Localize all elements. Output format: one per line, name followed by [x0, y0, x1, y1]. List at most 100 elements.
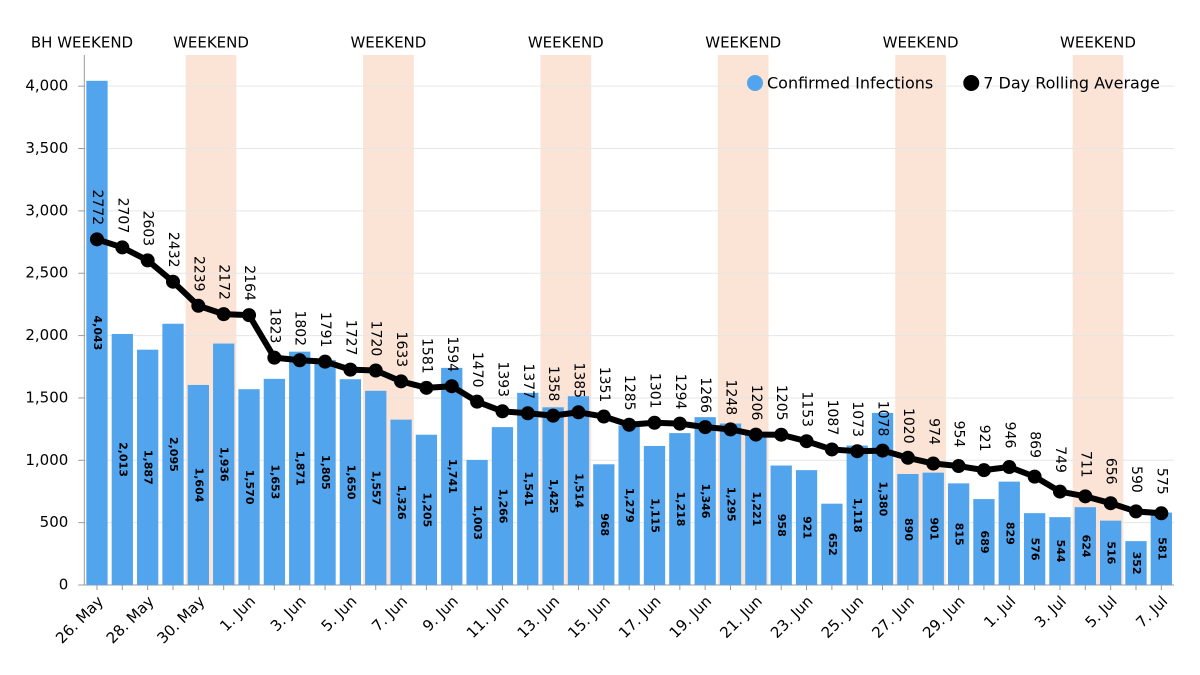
bar-value-label: 1,279 — [623, 488, 636, 523]
line-value-label: 1248 — [723, 380, 739, 416]
x-tick-label: 1. Jul — [980, 592, 1019, 631]
x-tick-label: 9. Jun — [419, 592, 462, 635]
bar — [517, 392, 539, 585]
line-value-label: 954 — [951, 421, 967, 448]
line-value-label: 1720 — [368, 321, 384, 357]
bar-value-label: 958 — [775, 514, 788, 537]
bar — [1074, 507, 1096, 585]
bar — [998, 481, 1020, 585]
bar — [314, 359, 336, 585]
y-tick-label: 3,000 — [25, 201, 68, 219]
annotation: WEEKEND — [173, 34, 249, 52]
line-value-label: 1301 — [646, 373, 662, 409]
bar-value-label: 1,653 — [268, 465, 281, 500]
y-tick-label: 500 — [40, 513, 69, 531]
annotation: WEEKEND — [705, 34, 781, 52]
bar-value-label: 2,013 — [116, 442, 129, 477]
x-tick-label: 13. Jun — [514, 592, 564, 642]
bar-value-label: 624 — [1079, 535, 1092, 558]
bar-value-label: 1,805 — [319, 455, 332, 490]
bar — [466, 459, 488, 585]
line-marker — [748, 427, 763, 442]
bar — [491, 427, 514, 585]
line-marker — [520, 406, 535, 421]
line-value-label: 2172 — [216, 264, 232, 300]
line-marker — [976, 463, 991, 478]
bar — [1049, 517, 1071, 585]
line-marker — [318, 354, 333, 369]
x-tick-label: 1. Jun — [216, 592, 259, 635]
bar-value-label: 1,003 — [471, 505, 484, 540]
x-tick-label: 17. Jun — [615, 592, 665, 642]
bar — [111, 333, 133, 585]
line-value-label: 1206 — [748, 385, 764, 421]
bar — [415, 434, 438, 585]
bar-value-label: 4,043 — [91, 316, 104, 351]
x-tick-label: 5. Jun — [318, 592, 361, 635]
bar-value-label: 1,346 — [699, 484, 712, 519]
bar — [694, 417, 716, 585]
legend-label: 7 Day Rolling Average — [983, 74, 1160, 93]
bar — [365, 390, 387, 585]
bar-value-label: 689 — [978, 531, 991, 554]
x-tick-label: 23. Jun — [767, 592, 817, 642]
bar-value-label: 1,425 — [547, 479, 560, 514]
line-value-label: 1802 — [292, 310, 308, 346]
bar-value-label: 1,541 — [522, 472, 535, 507]
line-value-label: 1087 — [824, 400, 840, 436]
bar — [745, 432, 767, 585]
bar — [770, 465, 792, 585]
line-value-label: 1385 — [570, 362, 586, 398]
line-value-label: 1351 — [596, 367, 612, 403]
bar-value-label: 544 — [1054, 540, 1067, 563]
legend-marker — [747, 75, 763, 91]
line-marker — [1052, 484, 1067, 499]
x-tick-label: 15. Jun — [564, 592, 614, 642]
line-value-label: 946 — [1001, 422, 1017, 449]
line-value-label: 1393 — [494, 361, 510, 397]
line-value-label: 2432 — [165, 232, 181, 268]
y-tick-label: 1,000 — [25, 451, 68, 469]
bar-value-label: 1,604 — [192, 468, 205, 503]
bar-value-label: 968 — [598, 513, 611, 536]
legend-marker — [963, 75, 980, 91]
y-tick-label: 4,000 — [25, 77, 68, 95]
bar — [973, 499, 995, 585]
bar-value-label: 352 — [1130, 552, 1143, 575]
y-tick-label: 1,500 — [25, 388, 68, 406]
line-marker — [596, 409, 611, 424]
line-marker — [343, 362, 358, 377]
line-value-label: 1358 — [545, 366, 561, 402]
annotation: WEEKEND — [528, 34, 604, 52]
line-marker — [926, 456, 941, 471]
bar-value-label: 901 — [927, 517, 940, 540]
bar — [618, 425, 640, 585]
bar-value-label: 1,570 — [243, 470, 256, 505]
line-value-label: 711 — [1077, 451, 1093, 478]
bar-value-label: 1,295 — [725, 487, 738, 522]
bar — [871, 412, 894, 585]
line-value-label: 1078 — [875, 401, 891, 437]
bar — [263, 378, 286, 585]
bar — [213, 343, 235, 585]
annotation: BH WEEKEND — [31, 34, 133, 52]
line-marker — [292, 353, 307, 368]
line-value-label: 656 — [1103, 458, 1119, 485]
y-tick-label: 2,500 — [25, 264, 68, 282]
line-value-label: 1294 — [672, 374, 688, 410]
legend-label: Confirmed Infections — [767, 74, 933, 93]
line-marker — [622, 417, 637, 432]
bar — [441, 367, 463, 585]
bar-value-label: 1,887 — [142, 450, 155, 485]
line-marker — [900, 450, 915, 465]
bar — [922, 472, 944, 585]
bar — [1150, 512, 1172, 585]
bar-value-label: 1,557 — [370, 471, 383, 506]
bar — [897, 474, 919, 585]
line-value-label: 1153 — [799, 391, 815, 427]
bar — [821, 503, 843, 585]
line-marker — [1002, 460, 1017, 475]
line-marker — [1103, 496, 1118, 511]
line-value-label: 1020 — [900, 408, 916, 444]
